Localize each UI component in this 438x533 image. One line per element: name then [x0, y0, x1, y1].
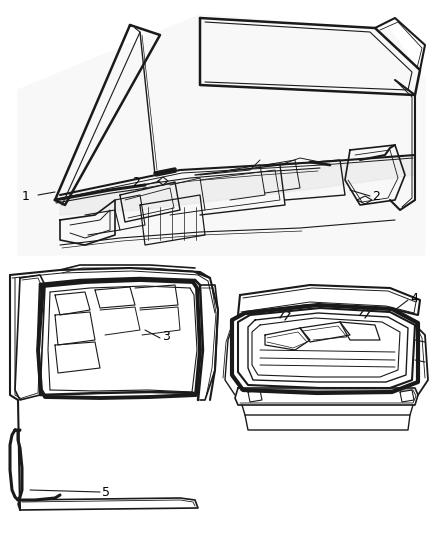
Text: 2: 2 — [132, 176, 140, 190]
Text: 4: 4 — [410, 292, 418, 304]
Text: 3: 3 — [162, 330, 170, 343]
Text: 5: 5 — [102, 486, 110, 498]
Polygon shape — [60, 155, 415, 215]
Text: 1: 1 — [22, 190, 30, 203]
Polygon shape — [18, 15, 425, 255]
Text: 2: 2 — [372, 190, 380, 203]
